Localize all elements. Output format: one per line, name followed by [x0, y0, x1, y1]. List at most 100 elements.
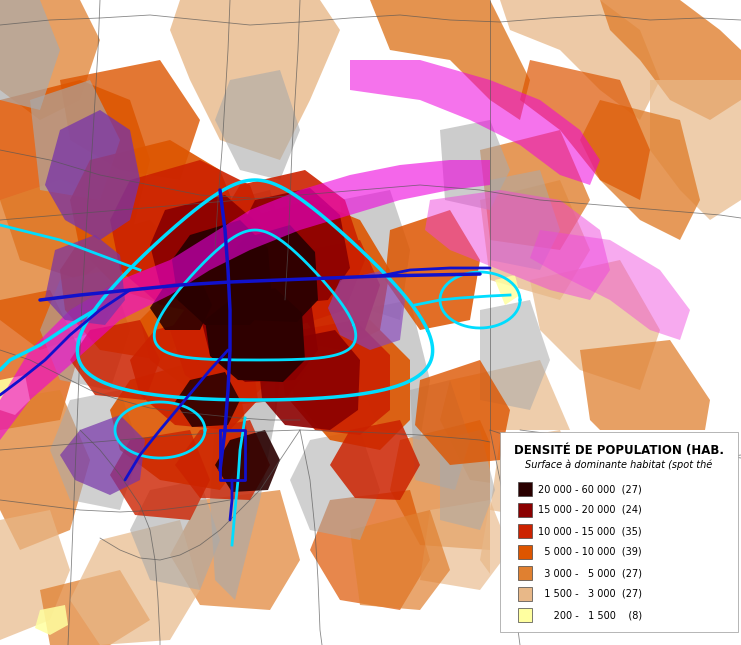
Polygon shape [170, 490, 300, 610]
Text: 20 000 - 60 000  (27): 20 000 - 60 000 (27) [538, 484, 642, 494]
Text: 10 000 - 15 000  (35): 10 000 - 15 000 (35) [538, 526, 642, 536]
Polygon shape [45, 235, 125, 325]
Polygon shape [500, 0, 660, 120]
Polygon shape [0, 0, 100, 120]
Text: 5 000 - 10 000  (39): 5 000 - 10 000 (39) [538, 547, 642, 557]
Polygon shape [0, 510, 70, 645]
Polygon shape [170, 275, 310, 405]
Polygon shape [235, 200, 390, 350]
Polygon shape [390, 420, 510, 550]
Polygon shape [495, 275, 520, 305]
Polygon shape [60, 60, 200, 180]
Polygon shape [530, 260, 660, 390]
Polygon shape [210, 190, 290, 600]
Polygon shape [70, 140, 240, 310]
Polygon shape [550, 450, 670, 560]
Polygon shape [490, 170, 560, 270]
Polygon shape [35, 605, 68, 635]
Polygon shape [130, 315, 258, 430]
Text: Surface à dominante habitat (spot thé: Surface à dominante habitat (spot thé [525, 460, 713, 470]
Polygon shape [370, 0, 530, 120]
Text: 3 000 -   5 000  (27): 3 000 - 5 000 (27) [538, 568, 642, 578]
Polygon shape [0, 0, 60, 110]
Bar [518, 566, 532, 580]
Polygon shape [385, 210, 480, 330]
Polygon shape [40, 570, 150, 645]
Polygon shape [60, 415, 145, 495]
Polygon shape [285, 320, 410, 450]
Text: 1 500 -   3 000  (27): 1 500 - 3 000 (27) [538, 589, 642, 599]
Polygon shape [580, 500, 710, 625]
Polygon shape [415, 360, 510, 465]
Polygon shape [340, 190, 410, 320]
Polygon shape [40, 270, 130, 390]
Bar [518, 608, 532, 622]
Polygon shape [310, 490, 430, 610]
Polygon shape [260, 190, 320, 420]
Polygon shape [215, 70, 300, 180]
Polygon shape [172, 220, 272, 325]
Polygon shape [440, 360, 570, 490]
Polygon shape [290, 430, 380, 540]
Polygon shape [60, 220, 195, 360]
Polygon shape [280, 320, 390, 435]
Polygon shape [328, 270, 405, 350]
Polygon shape [480, 300, 550, 410]
Polygon shape [170, 0, 340, 160]
Polygon shape [350, 510, 450, 610]
Polygon shape [425, 190, 610, 300]
Polygon shape [110, 360, 250, 490]
Polygon shape [530, 230, 690, 340]
Polygon shape [50, 390, 140, 510]
Bar [518, 503, 532, 517]
Polygon shape [175, 420, 270, 500]
Polygon shape [205, 288, 305, 382]
Polygon shape [150, 195, 270, 315]
Polygon shape [0, 375, 30, 415]
Polygon shape [440, 120, 510, 210]
Polygon shape [258, 330, 360, 430]
Polygon shape [290, 240, 380, 335]
Polygon shape [620, 510, 730, 620]
Polygon shape [600, 0, 741, 120]
Polygon shape [200, 265, 318, 382]
Polygon shape [215, 430, 280, 492]
Polygon shape [480, 130, 590, 250]
Bar [518, 482, 532, 496]
Bar [518, 545, 532, 559]
Polygon shape [0, 160, 490, 440]
Polygon shape [520, 60, 650, 200]
Bar [500, 432, 738, 632]
Polygon shape [140, 280, 280, 400]
Polygon shape [480, 480, 610, 615]
Polygon shape [490, 430, 741, 645]
Bar [518, 587, 532, 601]
Polygon shape [480, 180, 590, 300]
Polygon shape [355, 300, 430, 440]
Polygon shape [0, 80, 150, 280]
Polygon shape [225, 225, 318, 322]
Polygon shape [130, 480, 220, 590]
Polygon shape [240, 188, 350, 305]
Polygon shape [225, 170, 365, 325]
Polygon shape [330, 420, 420, 500]
Polygon shape [0, 180, 130, 350]
Polygon shape [420, 500, 510, 590]
Bar [518, 524, 532, 538]
Polygon shape [580, 340, 710, 470]
Polygon shape [580, 100, 700, 240]
Text: DENSITÉ DE POPULATION (HAB.: DENSITÉ DE POPULATION (HAB. [514, 444, 724, 457]
Text: 200 -   1 500    (8): 200 - 1 500 (8) [538, 610, 642, 620]
Polygon shape [110, 430, 210, 520]
Polygon shape [30, 80, 120, 200]
Polygon shape [70, 320, 160, 400]
Polygon shape [45, 110, 140, 240]
Polygon shape [440, 430, 495, 530]
Polygon shape [110, 160, 270, 315]
Text: 15 000 - 20 000  (24): 15 000 - 20 000 (24) [538, 505, 642, 515]
Polygon shape [350, 60, 600, 185]
Polygon shape [490, 430, 580, 520]
Polygon shape [175, 372, 240, 427]
Polygon shape [0, 390, 90, 550]
Polygon shape [70, 520, 200, 645]
